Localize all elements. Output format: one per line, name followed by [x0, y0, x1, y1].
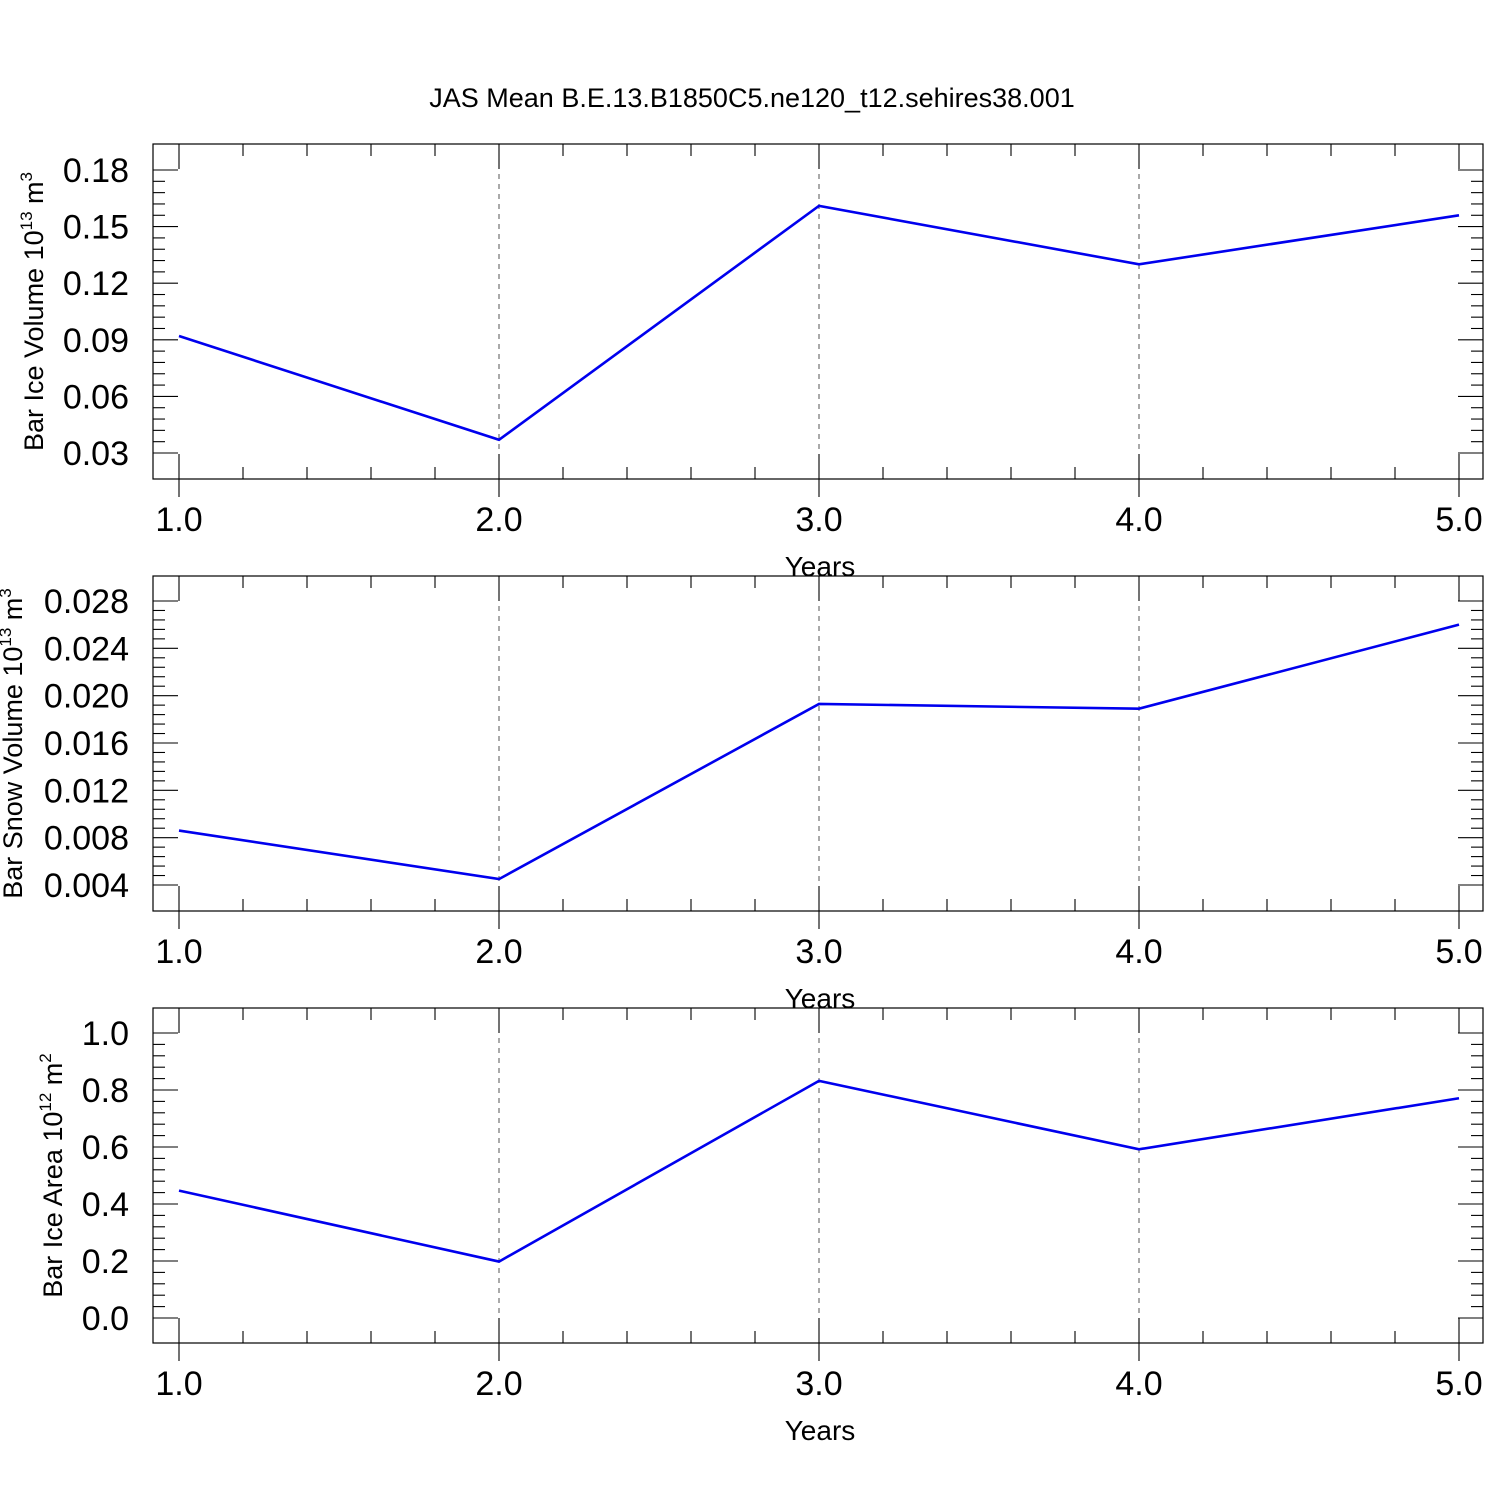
y-tick-label: 0.06 — [63, 378, 129, 416]
y-axis-label: Bar Ice Area 1012 m2 — [36, 1053, 68, 1298]
y-axis-label-exp2: 2 — [36, 1053, 55, 1062]
y-tick-label: 0.12 — [63, 265, 129, 303]
y-axis-label: Bar Snow Volume 1013 m3 — [0, 588, 28, 899]
y-tick-label: 0.4 — [82, 1186, 129, 1224]
x-tick-label: 2.0 — [475, 933, 522, 971]
y-tick-label: 0.020 — [44, 678, 129, 716]
y-tick-label: 0.016 — [44, 725, 129, 763]
y-tick-label: 0.008 — [44, 820, 129, 858]
x-tick-label: 4.0 — [1115, 933, 1162, 971]
chart-title: JAS Mean B.E.13.B1850C5.ne120_t12.sehire… — [429, 83, 1074, 113]
y-axis-label-prefix: Bar Ice Volume 10 — [19, 230, 49, 451]
y-axis-label: Bar Ice Volume 1013 m3 — [17, 172, 49, 451]
y-axis-label-exp2: 3 — [17, 172, 36, 181]
y-axis-label-prefix: Bar Snow Volume 10 — [0, 647, 28, 899]
y-tick-label: 0.09 — [63, 322, 129, 360]
panel-1: 1.0 2.0 3.0 4.0 5.0 Years 0.03 0.06 0.09 0.12 0.15… — [17, 144, 1483, 582]
x-tick-label: 2.0 — [475, 1365, 522, 1403]
y-tick-label: 1.0 — [82, 1015, 129, 1053]
plot-frame — [153, 1008, 1483, 1343]
y-tick-label: 0.024 — [44, 630, 129, 668]
y-axis-label-mid: m — [0, 598, 28, 628]
panel-3: 1.0 2.0 3.0 4.0 5.0 Years 0.0 0.2 0.4 0.6 0.8 1.0 Ba… — [36, 1008, 1483, 1446]
x-tick-label: 1.0 — [155, 933, 202, 971]
y-tick-label: 0.0 — [82, 1300, 129, 1338]
x-axis-label: Years — [785, 983, 856, 1014]
y-tick-label: 0.03 — [63, 435, 129, 473]
y-tick-label: 0.2 — [82, 1243, 129, 1281]
y-tick-label: 0.004 — [44, 867, 129, 905]
y-axis-label-exp1: 13 — [17, 211, 36, 230]
x-tick-label: 2.0 — [475, 501, 522, 539]
y-axis-label-exp1: 12 — [36, 1093, 55, 1112]
x-axis-label: Years — [785, 551, 856, 582]
plot-frame — [153, 576, 1483, 911]
x-tick-label: 5.0 — [1435, 501, 1482, 539]
y-axis-label-mid: m — [38, 1063, 68, 1093]
y-axis-label-exp1: 13 — [0, 628, 15, 647]
panel-2: 1.0 2.0 3.0 4.0 5.0 Years 0.004 0.008 0.012 0.016… — [0, 576, 1483, 1014]
y-axis-label-prefix: Bar Ice Area 10 — [38, 1112, 68, 1298]
x-axis-label: Years — [785, 1415, 856, 1446]
y-tick-label: 0.012 — [44, 772, 129, 810]
x-tick-label: 4.0 — [1115, 1365, 1162, 1403]
plot-frame — [153, 144, 1483, 479]
x-tick-label: 1.0 — [155, 501, 202, 539]
x-tick-label: 3.0 — [795, 501, 842, 539]
x-tick-label: 3.0 — [795, 1365, 842, 1403]
y-tick-label: 0.15 — [63, 209, 129, 247]
y-axis-label-exp2: 3 — [0, 588, 15, 597]
x-tick-label: 5.0 — [1435, 1365, 1482, 1403]
y-tick-label: 0.18 — [63, 152, 129, 190]
x-tick-label: 4.0 — [1115, 501, 1162, 539]
x-tick-label: 3.0 — [795, 933, 842, 971]
x-tick-label: 5.0 — [1435, 933, 1482, 971]
y-tick-label: 0.028 — [44, 583, 129, 621]
y-tick-label: 0.8 — [82, 1072, 129, 1110]
y-axis-label-mid: m — [19, 181, 49, 211]
y-tick-label: 0.6 — [82, 1129, 129, 1167]
x-tick-label: 1.0 — [155, 1365, 202, 1403]
